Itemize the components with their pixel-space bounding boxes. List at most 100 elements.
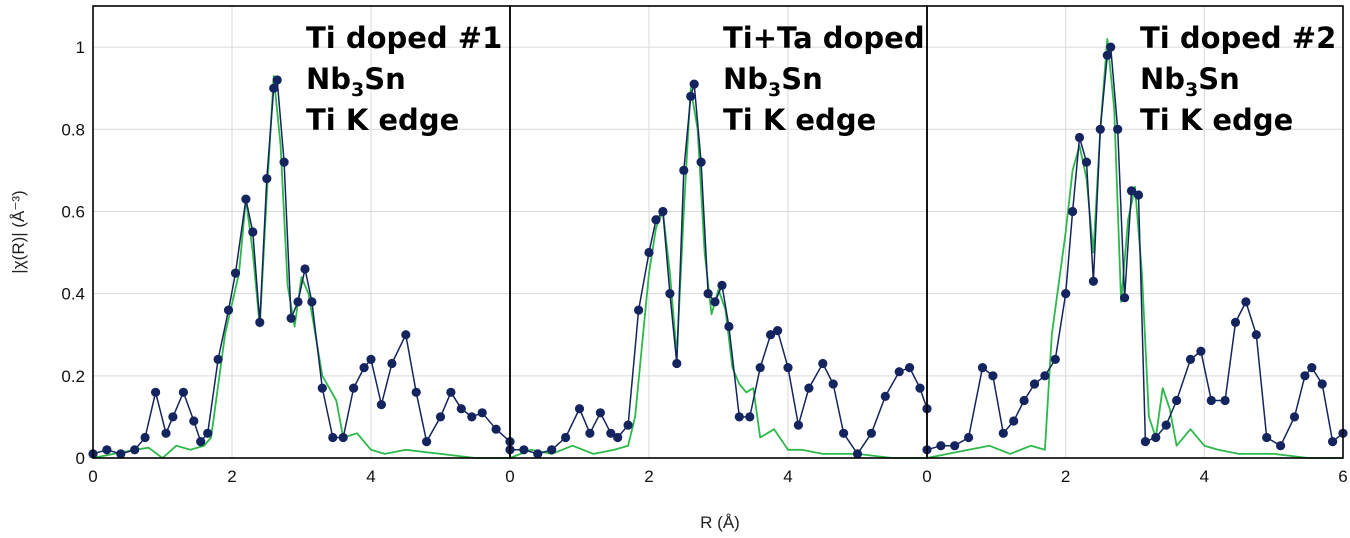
data-point (359, 363, 369, 373)
data-point (561, 432, 571, 443)
data-point (1088, 276, 1098, 286)
data-point (905, 363, 915, 373)
y-tick-label: 0.8 (61, 120, 85, 139)
data-point (230, 268, 241, 278)
x-tick-label: 6 (1338, 467, 1347, 486)
data-point (328, 432, 338, 443)
y-tick-label: 0.6 (61, 202, 85, 221)
data-point (1220, 395, 1230, 406)
data-point (1120, 293, 1130, 303)
panel-title-line: Ti doped #1 (306, 21, 502, 55)
data-point (710, 297, 720, 307)
data-point (839, 428, 849, 438)
data-point (766, 330, 776, 340)
data-point (196, 437, 206, 447)
data-point (213, 354, 223, 364)
data-point (272, 75, 282, 85)
data-point (665, 289, 675, 299)
data-point (467, 412, 477, 422)
data-point (894, 367, 904, 377)
data-point (804, 383, 814, 393)
data-point (613, 432, 623, 443)
data-point (317, 383, 327, 393)
data-point (574, 404, 585, 414)
data-point (533, 449, 543, 459)
data-point (223, 305, 234, 315)
panel-title-line: Nb3Sn (306, 62, 406, 101)
data-point (696, 157, 706, 167)
data-line-panel-2 (510, 83, 928, 455)
data-point (1289, 412, 1300, 422)
data-point (1206, 395, 1216, 406)
data-point (1230, 317, 1241, 327)
panel-frame-3 (926, 5, 1344, 459)
data-series (88, 42, 1348, 459)
data-point (547, 445, 557, 455)
data-point (998, 428, 1008, 438)
data-point (1113, 124, 1123, 134)
data-point (793, 420, 804, 430)
data-point (140, 432, 150, 443)
data-point (1019, 395, 1029, 406)
data-point (686, 91, 696, 101)
data-point (585, 428, 595, 438)
data-point (679, 165, 689, 175)
x-tick-label: 2 (227, 467, 236, 486)
data-point (988, 371, 998, 381)
data-point (724, 321, 734, 332)
data-point (1029, 379, 1040, 389)
data-point (818, 358, 828, 369)
panel-title-line: Ti K edge (723, 103, 876, 137)
data-point (1328, 437, 1338, 447)
data-point (477, 408, 487, 418)
x-tick-label: 0 (505, 467, 514, 486)
data-point (689, 79, 699, 89)
data-point (151, 387, 161, 397)
panel-title-line: Nb3Sn (723, 62, 823, 101)
data-point (279, 157, 289, 167)
data-point (241, 194, 251, 204)
data-point (300, 264, 310, 274)
data-point (1172, 395, 1182, 406)
data-point (1276, 441, 1286, 451)
data-point (102, 445, 112, 455)
data-point (672, 358, 682, 369)
data-point (116, 449, 126, 459)
data-point (1185, 354, 1196, 364)
data-point (783, 363, 793, 373)
data-point (595, 408, 606, 418)
fit-line-panel-2 (509, 87, 927, 459)
data-point (717, 280, 727, 290)
data-point (606, 428, 616, 438)
data-point (866, 428, 877, 438)
data-point (745, 412, 755, 422)
panel-title-line: Ti K edge (1140, 103, 1293, 137)
x-tick-label: 0 (88, 467, 97, 486)
grid-lines (93, 6, 1343, 458)
data-point (262, 174, 272, 184)
data-point (634, 305, 644, 315)
data-point (293, 297, 303, 307)
x-axis-label: R (Å) (700, 513, 740, 532)
x-tick-label: 4 (1200, 467, 1209, 486)
data-point (915, 383, 925, 393)
data-point (203, 428, 213, 438)
x-tick-label: 0 (922, 467, 931, 486)
x-tick-label: 2 (1061, 467, 1070, 486)
data-point (1140, 437, 1150, 447)
data-point (1241, 297, 1251, 307)
data-point (1050, 354, 1060, 364)
panel-title-line: Ti+Ta doped (723, 21, 925, 55)
data-point (1196, 346, 1206, 356)
data-point (651, 215, 661, 225)
y-tick-label: 1 (76, 38, 85, 57)
data-point (422, 437, 432, 447)
data-point (1161, 420, 1171, 430)
data-point (1095, 124, 1105, 134)
data-point (130, 445, 140, 455)
data-point (658, 206, 668, 217)
data-point (178, 387, 188, 397)
data-point (852, 449, 863, 459)
data-point (349, 383, 359, 393)
